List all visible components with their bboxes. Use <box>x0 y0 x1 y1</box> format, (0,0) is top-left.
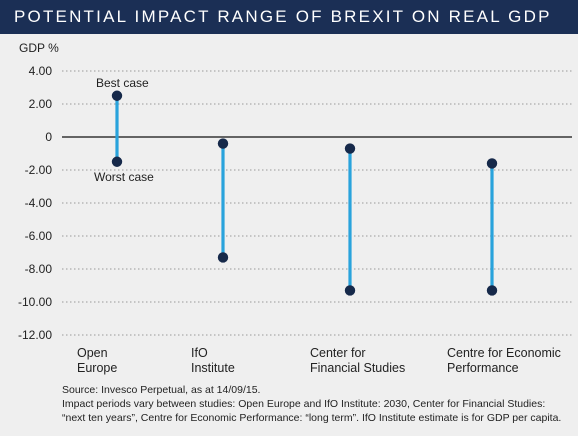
low-point <box>344 285 356 296</box>
range-series: Best case Worst case <box>94 76 498 296</box>
x-category-label: Performance <box>447 361 519 375</box>
title-bar: POTENTIAL IMPACT RANGE OF BREXIT ON REAL… <box>0 0 578 34</box>
x-category-label: Open <box>77 346 108 360</box>
period-note-continued: “next ten years”, Centre for Economic Pe… <box>62 412 562 424</box>
y-axis: GDP % 4.00 2.00 0 -2.00 -4.00 -6.00 -8.00 -10.00… <box>18 41 59 342</box>
high-point <box>344 143 356 154</box>
y-tick-label: 4.00 <box>29 64 53 78</box>
worst-case-annotation: Worst case <box>94 170 154 184</box>
period-note: Impact periods vary between studies: Ope… <box>62 398 546 410</box>
y-tick-label: -6.00 <box>25 229 53 243</box>
y-tick-label: -12.00 <box>18 328 52 342</box>
y-tick-label: -10.00 <box>18 295 52 309</box>
source-note: Source: Invesco Perpetual, as at 14/09/1… <box>62 384 261 396</box>
high-point <box>486 158 498 169</box>
y-tick-label: -4.00 <box>25 196 53 210</box>
y-tick-label: 2.00 <box>29 97 53 111</box>
y-tick-label: -8.00 <box>25 262 53 276</box>
chart-title: POTENTIAL IMPACT RANGE OF BREXIT ON REAL… <box>14 7 552 26</box>
y-tick-label: -2.00 <box>25 163 53 177</box>
low-point <box>486 285 498 296</box>
high-point <box>111 90 123 101</box>
gridlines <box>62 70 572 336</box>
low-point <box>111 156 123 167</box>
y-axis-label: GDP % <box>19 41 59 55</box>
x-category-label: Europe <box>77 361 117 375</box>
x-category-label: Center for <box>310 346 366 360</box>
low-point <box>217 252 229 263</box>
x-category-label: Institute <box>191 361 235 375</box>
y-tick-label: 0 <box>45 130 52 144</box>
x-category-label: Financial Studies <box>310 361 405 375</box>
high-point <box>217 138 229 149</box>
x-category-label: IfO <box>191 346 208 360</box>
best-case-annotation: Best case <box>96 76 149 90</box>
x-category-label: Centre for Economic <box>447 346 561 360</box>
chart-notes: Source: Invesco Perpetual, as at 14/09/1… <box>62 383 572 425</box>
